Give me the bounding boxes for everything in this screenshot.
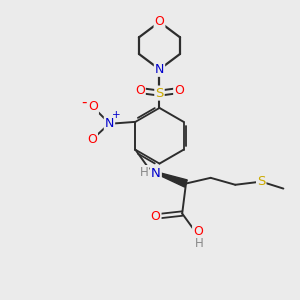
Text: -: - [81, 95, 86, 110]
Text: N: N [105, 117, 114, 130]
Text: O: O [151, 210, 160, 223]
Text: N: N [151, 167, 161, 180]
Text: O: O [88, 100, 98, 113]
Text: S: S [257, 175, 266, 188]
Text: H: H [195, 237, 203, 250]
Text: O: O [135, 84, 145, 97]
Text: +: + [112, 110, 121, 120]
Text: O: O [174, 84, 184, 97]
Text: O: O [154, 15, 164, 28]
Text: S: S [155, 87, 164, 100]
Text: H: H [140, 166, 148, 179]
Text: N: N [155, 63, 164, 76]
Text: O: O [193, 225, 203, 238]
Polygon shape [159, 173, 187, 187]
Text: O: O [87, 134, 97, 146]
